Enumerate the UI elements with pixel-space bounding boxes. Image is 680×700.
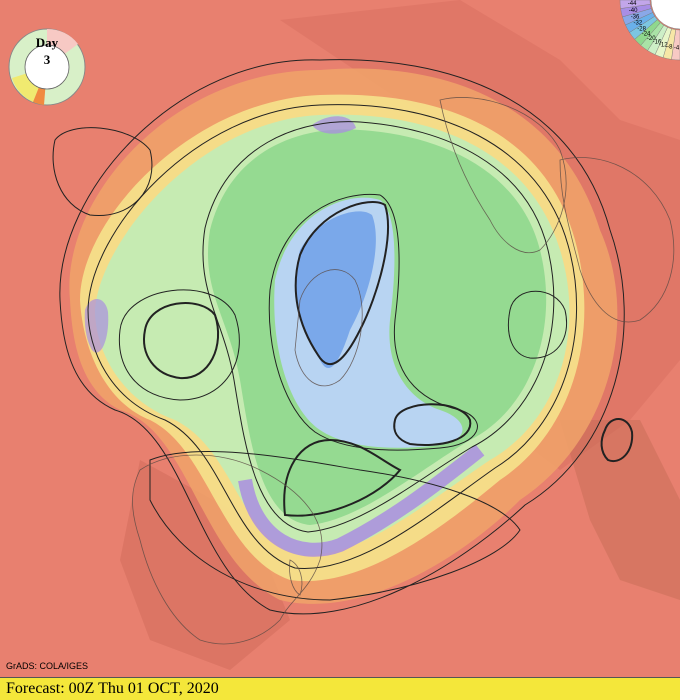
contour-lines (52, 59, 634, 615)
contour-3 (202, 121, 555, 533)
legend-tick-label: -28 (637, 26, 646, 32)
credit-text: GrADS: COLA/IGES (6, 661, 89, 671)
badge-center (24, 44, 70, 90)
coast-europe (439, 97, 567, 253)
purple-arc (238, 444, 485, 557)
contour-atlantic-left (52, 127, 153, 217)
contour-eastern-low (507, 290, 567, 359)
contour-africa-closed (600, 418, 634, 463)
coast-north-america (132, 454, 323, 645)
contour-pacific-low-outer (118, 289, 240, 401)
coastlines (132, 97, 675, 645)
contour-core-heavy (294, 201, 389, 366)
legend-tick-label: -8 (667, 44, 673, 50)
legend-tick-label: -16 (653, 40, 662, 46)
purple-patch-north (312, 116, 356, 134)
legend-tick-label: -24 (642, 32, 651, 38)
coast-asia (559, 157, 675, 323)
legend-swatch (619, 0, 651, 9)
legend-tick-label: -36 (631, 14, 640, 20)
legend-tick-label: -40 (629, 8, 638, 14)
legend-tick-label: -12 (659, 43, 668, 49)
forecast-map (0, 0, 680, 677)
footer-bar: Forecast: 00Z Thu 01 OCT, 2020 (0, 677, 680, 700)
coast-greenland (294, 269, 363, 387)
legend-hub (650, 0, 680, 30)
day-number: 3 (43, 52, 51, 67)
legend-tick-label: -32 (634, 21, 643, 27)
day-badge-wheel (8, 28, 86, 106)
contour-pacific-low (143, 302, 220, 380)
contour-outer (59, 59, 625, 615)
day-word: Day (35, 35, 59, 50)
land-south-america (120, 460, 290, 670)
legend-color-scale: -4-8-12-16-20-24-28-32-36-40-44 (619, 0, 680, 61)
blue-region (296, 211, 376, 369)
legend-tick-label: -20 (647, 36, 656, 42)
legend-tick-label: -44 (628, 1, 637, 7)
contour-na-trough (283, 438, 402, 517)
legend-tick-label: -4 (674, 45, 680, 51)
forecast-time-label: Forecast: 00Z Thu 01 OCT, 2020 (6, 680, 219, 697)
day-label: Day 3 (24, 34, 70, 68)
land-africa (560, 420, 680, 600)
purple-patch-pacific (84, 298, 109, 353)
coast-florida (289, 559, 303, 596)
contour-2 (87, 104, 578, 569)
contour-atlantic-south (149, 450, 521, 601)
contour-hudson-low (393, 403, 472, 446)
